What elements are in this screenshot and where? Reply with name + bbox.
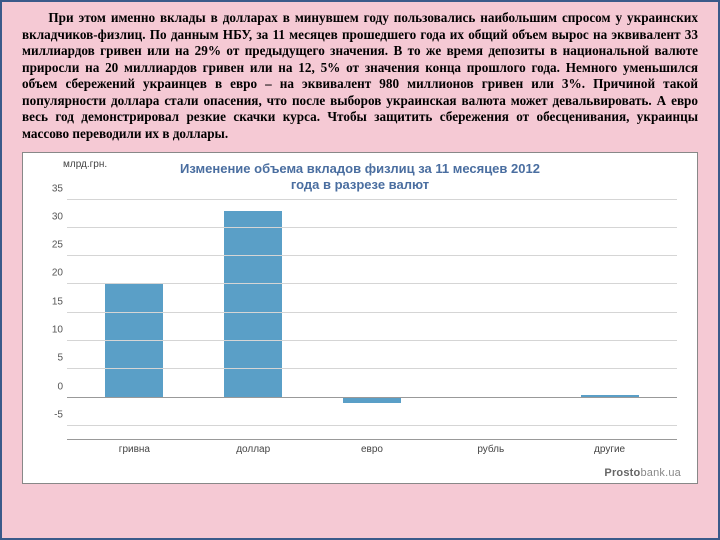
x-tick-label: гривна xyxy=(75,444,194,455)
x-tick-label: рубль xyxy=(431,444,550,455)
gridline xyxy=(67,255,677,256)
bar-slot xyxy=(313,200,432,439)
bar xyxy=(343,398,401,404)
y-tick-label: 30 xyxy=(39,211,63,222)
y-tick-label: 0 xyxy=(39,381,63,392)
bar-slot xyxy=(550,200,669,439)
bar-slot xyxy=(194,200,313,439)
y-tick-label: 35 xyxy=(39,183,63,194)
y-tick-label: 5 xyxy=(39,353,63,364)
chart-plot-area: -505101520253035 xyxy=(67,200,677,440)
bar xyxy=(224,211,282,398)
bar xyxy=(105,284,163,397)
y-tick-label: 25 xyxy=(39,240,63,251)
chart-bars-group xyxy=(67,200,677,439)
gridline xyxy=(67,312,677,313)
chart-container: млрд.грн. Изменение объема вкладов физли… xyxy=(22,152,698,484)
y-tick-label: -5 xyxy=(39,410,63,421)
body-text: При этом именно вклады в долларах в мину… xyxy=(2,2,718,148)
y-tick-label: 20 xyxy=(39,268,63,279)
gridline xyxy=(67,340,677,341)
chart-x-labels: гривнадоллареврорубльдругие xyxy=(67,440,677,455)
gridline xyxy=(67,199,677,200)
chart-title-line1: Изменение объема вкладов физлиц за 11 ме… xyxy=(180,161,540,176)
chart-y-axis-label: млрд.грн. xyxy=(63,159,107,170)
y-tick-label: 15 xyxy=(39,296,63,307)
x-tick-label: доллар xyxy=(194,444,313,455)
gridline xyxy=(67,227,677,228)
y-tick-label: 10 xyxy=(39,325,63,336)
watermark-rest: bank.ua xyxy=(640,467,681,479)
zero-axis-line xyxy=(67,397,677,398)
gridline xyxy=(67,283,677,284)
chart-title-line2: года в разрезе валют xyxy=(291,177,429,192)
bar-slot xyxy=(431,200,550,439)
bar-slot xyxy=(75,200,194,439)
x-tick-label: евро xyxy=(313,444,432,455)
x-tick-label: другие xyxy=(550,444,669,455)
gridline xyxy=(67,368,677,369)
chart-title: Изменение объема вкладов физлиц за 11 ме… xyxy=(37,161,683,194)
gridline xyxy=(67,425,677,426)
watermark-strong: Prosto xyxy=(604,467,640,479)
chart-watermark: Prostobank.ua xyxy=(604,467,681,479)
